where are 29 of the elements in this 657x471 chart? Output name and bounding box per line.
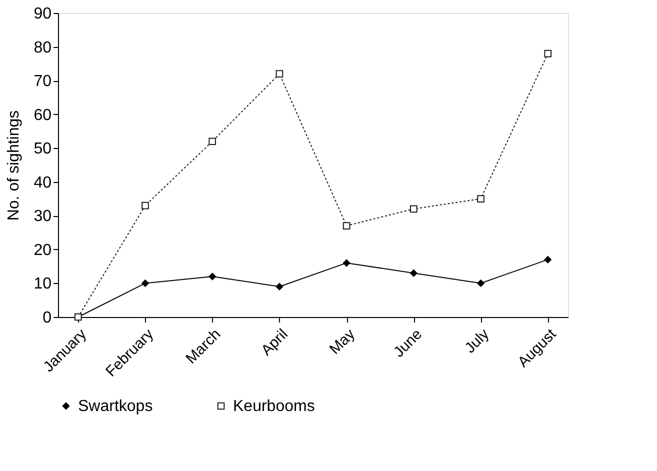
x-tick-label: May <box>326 325 359 358</box>
point <box>544 50 552 58</box>
point <box>410 269 418 277</box>
y-tick-label: 60 <box>34 106 52 124</box>
point <box>342 222 350 230</box>
y-tick-label: 10 <box>34 276 52 293</box>
point <box>276 70 284 78</box>
x-tick-label: July <box>462 325 493 357</box>
y-tick-label: 0 <box>42 310 52 326</box>
y-tick-label: 40 <box>34 174 52 192</box>
y-tick-label: 30 <box>34 208 52 226</box>
y-tick-label: 70 <box>34 73 52 90</box>
point <box>410 205 418 213</box>
point <box>142 280 149 287</box>
point <box>477 280 484 287</box>
y-tick-label: 20 <box>34 242 52 259</box>
point <box>208 272 216 280</box>
point <box>142 202 149 210</box>
y-tick-label: 80 <box>34 39 52 56</box>
y-axis-title: No. of sightings <box>6 110 23 221</box>
legend-label: Swartkops <box>78 398 153 415</box>
point <box>477 195 484 202</box>
point <box>544 256 552 264</box>
legend-label: Keurbooms <box>233 398 315 415</box>
point <box>276 282 284 290</box>
point <box>342 259 350 267</box>
y-tick-label: 90 <box>34 6 52 22</box>
y-tick-label: 50 <box>34 140 52 158</box>
point <box>208 138 216 146</box>
